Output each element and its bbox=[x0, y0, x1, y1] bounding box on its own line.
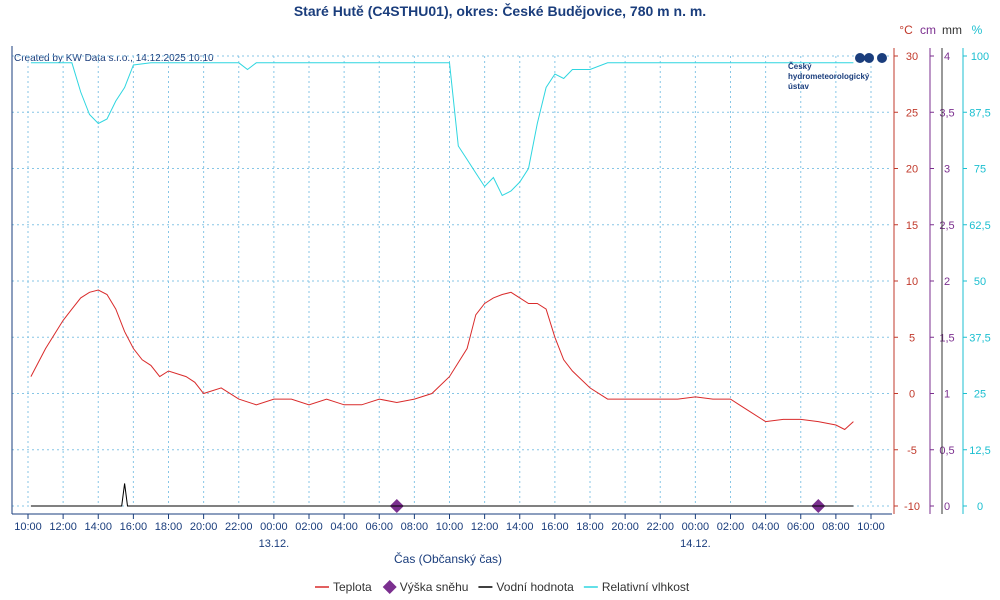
x-tick-label: 00:00 bbox=[260, 521, 288, 533]
y-axis-unit: % bbox=[972, 23, 983, 37]
y-axis-unit: mm bbox=[942, 23, 962, 37]
y-tick-label: -5 bbox=[907, 445, 917, 457]
y-tick-label: 12,5 bbox=[969, 445, 990, 457]
chart-title: Staré Hutě (C4STHU01), okres: České Budě… bbox=[294, 2, 706, 19]
y-tick-label: 1,5 bbox=[939, 332, 954, 344]
y-tick-label: 0,5 bbox=[939, 445, 954, 457]
y-tick-label: 0 bbox=[909, 389, 915, 401]
y-tick-label: 5 bbox=[909, 332, 915, 344]
y-tick-label: 3 bbox=[944, 164, 950, 176]
y-tick-label: 3,5 bbox=[939, 107, 954, 119]
series-line bbox=[30, 483, 854, 507]
y-tick-label: 15 bbox=[906, 220, 918, 232]
x-tick-label: 22:00 bbox=[225, 521, 253, 533]
logo-circle-2 bbox=[864, 53, 874, 63]
legend: Teplota Výška sněhu Vodní hodnota Relativní… bbox=[315, 580, 690, 594]
y-tick-label: 50 bbox=[974, 276, 986, 288]
legend-label: Vodní hodnota bbox=[496, 580, 574, 594]
y-tick-label: 4 bbox=[944, 51, 950, 63]
legend-diamond bbox=[382, 580, 397, 594]
y-axis-unit: cm bbox=[920, 23, 936, 37]
x-tick-label: 20:00 bbox=[190, 521, 218, 533]
chmi-logo: Český hydrometeorologický ústav bbox=[788, 53, 887, 91]
x-tick-label: 16:00 bbox=[541, 521, 569, 533]
y-tick-label: 20 bbox=[906, 164, 918, 176]
x-tick-label: 14:00 bbox=[84, 521, 112, 533]
y-tick-label: 30 bbox=[906, 51, 918, 63]
x-tick-label: 06:00 bbox=[365, 521, 393, 533]
x-tick-label: 02:00 bbox=[295, 521, 323, 533]
y-tick-label: 0 bbox=[944, 501, 950, 513]
x-tick-label: 02:00 bbox=[717, 521, 745, 533]
series-line bbox=[30, 62, 854, 197]
x-tick-label: 18:00 bbox=[576, 521, 604, 533]
x-tick-label: 00:00 bbox=[682, 521, 710, 533]
series-layer bbox=[30, 62, 854, 513]
credit-text: Created by KW Data s.r.o., 14.12.2025 10… bbox=[14, 53, 214, 64]
y-tick-label: -10 bbox=[904, 501, 920, 513]
x-tick-label: 12:00 bbox=[49, 521, 77, 533]
x-tick-label: 16:00 bbox=[120, 521, 148, 533]
x-tick-label: 08:00 bbox=[401, 521, 429, 533]
x-date-label: 13.12. bbox=[259, 538, 290, 550]
y-tick-label: 37,5 bbox=[969, 332, 990, 344]
series-line bbox=[30, 289, 854, 431]
y-tick-label: 75 bbox=[974, 164, 986, 176]
y-tick-label: 2,5 bbox=[939, 220, 954, 232]
x-tick-label: 12:00 bbox=[471, 521, 499, 533]
x-axis-label: Čas (Občanský čas) bbox=[394, 551, 502, 566]
x-tick-label: 10:00 bbox=[14, 521, 42, 533]
legend-label: Relativní vlhkost bbox=[602, 580, 690, 594]
x-tick-label: 04:00 bbox=[752, 521, 780, 533]
logo-circle-1 bbox=[855, 53, 865, 63]
logo-line-1: Český bbox=[788, 62, 812, 71]
legend-label: Teplota bbox=[333, 580, 372, 594]
y-tick-label: 10 bbox=[906, 276, 918, 288]
axes: 10:00 12:00 14:00 16:00 18:00 20:00 22:00 00:00… bbox=[14, 23, 990, 550]
logo-circle-3 bbox=[877, 53, 887, 63]
x-tick-label: 10:00 bbox=[436, 521, 464, 533]
logo-line-3: ústav bbox=[788, 82, 809, 91]
y-tick-label: 1 bbox=[944, 389, 950, 401]
legend-label: Výška sněhu bbox=[400, 580, 469, 594]
y-tick-label: 25 bbox=[906, 107, 918, 119]
logo-line-2: hydrometeorologický bbox=[788, 72, 870, 81]
x-tick-label: 18:00 bbox=[155, 521, 183, 533]
y-tick-label: 62,5 bbox=[969, 220, 990, 232]
x-tick-label: 14:00 bbox=[506, 521, 534, 533]
x-tick-label: 06:00 bbox=[787, 521, 815, 533]
y-tick-label: 87,5 bbox=[969, 107, 990, 119]
x-date-label: 14.12. bbox=[680, 538, 711, 550]
x-tick-label: 08:00 bbox=[822, 521, 850, 533]
x-tick-label: 10:00 bbox=[857, 521, 885, 533]
y-tick-label: 2 bbox=[944, 276, 950, 288]
y-axis-unit: °C bbox=[899, 23, 913, 37]
y-tick-label: 0 bbox=[977, 501, 983, 513]
x-tick-label: 20:00 bbox=[611, 521, 639, 533]
y-tick-label: 25 bbox=[974, 389, 986, 401]
x-tick-label: 22:00 bbox=[646, 521, 674, 533]
x-tick-label: 04:00 bbox=[330, 521, 358, 533]
y-tick-label: 100 bbox=[971, 51, 989, 63]
plot-frame bbox=[11, 46, 892, 515]
grid bbox=[12, 55, 892, 507]
